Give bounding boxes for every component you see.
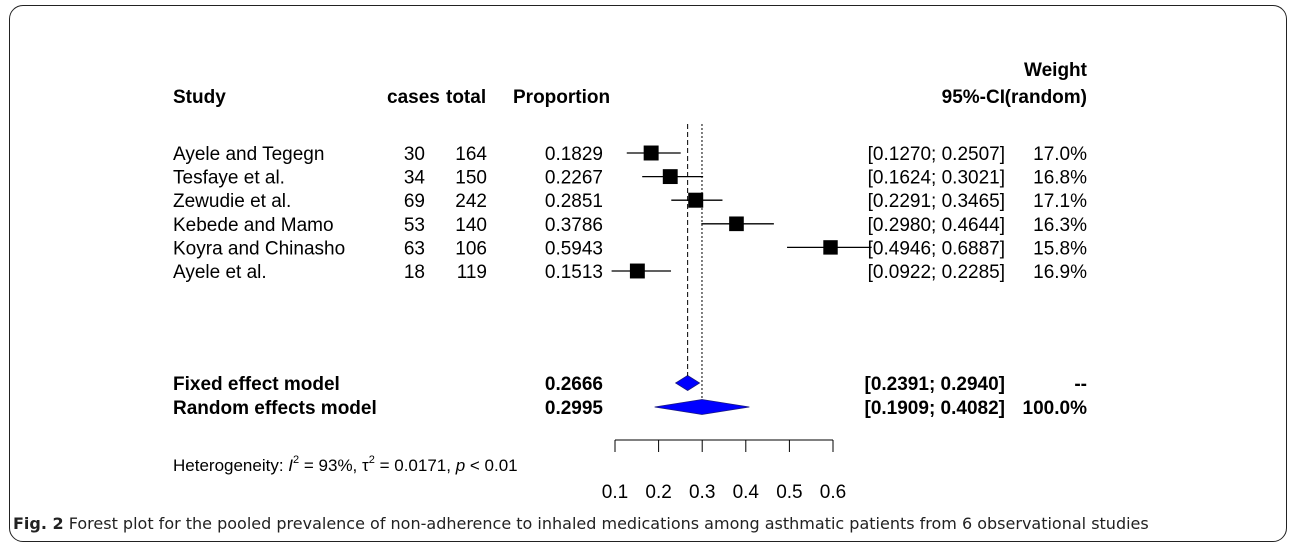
study-weight: 16.9% xyxy=(1033,262,1087,283)
study-weight: 16.3% xyxy=(1033,215,1087,236)
tau-sup: 2 xyxy=(369,454,375,466)
study-proportion: 0.2267 xyxy=(545,168,603,189)
header-weight-line2: (random) xyxy=(1005,87,1087,108)
study-cases: 34 xyxy=(404,168,426,189)
study-ci: [0.0922; 0.2285] xyxy=(868,262,1005,283)
study-total: 164 xyxy=(455,144,487,165)
estimate-square xyxy=(629,263,645,279)
i2-symbol: I xyxy=(288,456,293,475)
summary-weight: 100.0% xyxy=(1023,398,1088,419)
study-cases: 53 xyxy=(404,215,425,236)
tau-symbol: τ xyxy=(362,456,369,475)
p-value: < 0.01 xyxy=(465,456,517,475)
summary-diamond xyxy=(674,375,701,391)
x-tick-label: 0.3 xyxy=(689,482,715,503)
summary-ci: [0.2391; 0.2940] xyxy=(865,374,1006,395)
x-tick-label: 0.1 xyxy=(602,482,628,503)
study-proportion: 0.1513 xyxy=(545,262,603,283)
heterogeneity-text: Heterogeneity: I2 = 93%, τ2 = 0.0171, p … xyxy=(173,454,518,475)
caption-text: Forest plot for the pooled prevalence of… xyxy=(63,514,1149,533)
study-total: 119 xyxy=(457,262,487,283)
study-name: Tesfaye et al. xyxy=(173,168,285,189)
study-ci: [0.1270; 0.2507] xyxy=(868,144,1005,165)
figure-frame xyxy=(9,5,1287,542)
figure-caption: Fig. 2 Forest plot for the pooled preval… xyxy=(13,514,1283,533)
study-cases: 63 xyxy=(404,238,425,259)
caption-label: Fig. 2 xyxy=(13,514,64,533)
study-weight: 15.8% xyxy=(1033,238,1087,259)
summary-name: Random effects model xyxy=(173,398,377,419)
study-weight: 17.1% xyxy=(1033,191,1087,212)
study-name: Ayele and Tegegn xyxy=(173,144,324,165)
study-weight: 17.0% xyxy=(1033,144,1087,165)
study-name: Zewudie et al. xyxy=(173,191,291,212)
study-total: 140 xyxy=(455,215,487,236)
header-ci: 95%-CI xyxy=(942,87,1005,108)
study-name: Koyra and Chinasho xyxy=(173,238,345,259)
summary-diamond xyxy=(654,399,750,415)
study-proportion: 0.2851 xyxy=(545,191,603,212)
header-weight-line1: Weight xyxy=(1024,60,1088,81)
study-ci: [0.4946; 0.6887] xyxy=(868,238,1005,259)
header-proportion: Proportion xyxy=(513,87,610,108)
tau-value: = 0.0171, xyxy=(375,456,456,475)
study-weight: 16.8% xyxy=(1033,168,1087,189)
i2-value: = 93%, xyxy=(299,456,362,475)
header-total: total xyxy=(446,87,486,108)
study-proportion: 0.1829 xyxy=(545,144,603,165)
study-total: 242 xyxy=(455,191,487,212)
study-cases: 69 xyxy=(404,191,425,212)
study-name: Kebede and Mamo xyxy=(173,215,334,236)
summary-weight: -- xyxy=(1074,374,1087,395)
x-tick-label: 0.6 xyxy=(820,482,846,503)
i2-sup: 2 xyxy=(293,454,299,466)
summary-proportion: 0.2995 xyxy=(545,398,604,419)
estimate-square xyxy=(688,192,704,208)
study-ci: [0.2980; 0.4644] xyxy=(868,215,1005,236)
header-cases: cases xyxy=(387,87,440,108)
study-ci: [0.1624; 0.3021] xyxy=(868,168,1005,189)
study-proportion: 0.5943 xyxy=(545,238,603,259)
estimate-square xyxy=(662,169,678,185)
x-tick-label: 0.5 xyxy=(776,482,802,503)
x-tick-label: 0.4 xyxy=(733,482,760,503)
p-symbol: p xyxy=(455,456,465,475)
study-cases: 18 xyxy=(404,262,425,283)
study-ci: [0.2291; 0.3465] xyxy=(868,191,1005,212)
study-total: 106 xyxy=(455,238,487,259)
summary-ci: [0.1909; 0.4082] xyxy=(865,398,1006,419)
x-tick-label: 0.2 xyxy=(645,482,671,503)
study-name: Ayele et al. xyxy=(173,262,267,283)
study-proportion: 0.3786 xyxy=(545,215,603,236)
heterogeneity-prefix: Heterogeneity: xyxy=(173,456,288,475)
study-cases: 30 xyxy=(404,144,425,165)
study-total: 150 xyxy=(455,168,487,189)
estimate-square xyxy=(729,216,744,232)
estimate-square xyxy=(823,240,838,255)
summary-name: Fixed effect model xyxy=(173,374,340,395)
summary-proportion: 0.2666 xyxy=(545,374,603,395)
header-study: Study xyxy=(173,87,226,108)
estimate-square xyxy=(643,145,659,161)
